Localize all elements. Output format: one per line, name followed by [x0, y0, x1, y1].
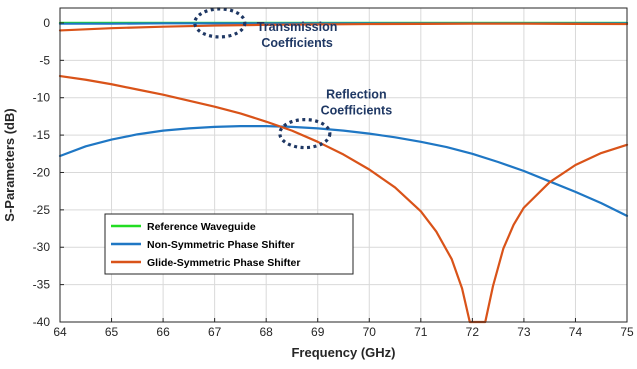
plot-frame: [59, 7, 628, 323]
y-tick-label-3: -15: [33, 128, 51, 142]
y-tick-label-0: 0: [43, 16, 50, 30]
x-tick-label-10: 74: [569, 325, 583, 339]
annotation-circle-0: [193, 7, 247, 39]
y-tick-label-2: -10: [33, 91, 51, 105]
y-tick-label-6: -30: [33, 240, 51, 254]
x-tick-label-4: 68: [260, 325, 274, 339]
legend-label-2: Glide-Symmetric Phase Shifter: [147, 257, 300, 269]
x-axis-label: Frequency (GHz): [291, 345, 395, 360]
x-tick-label-0: 64: [53, 325, 67, 339]
y-tick-label-7: -35: [33, 278, 51, 292]
y-axis-label: S-Parameters (dB): [2, 108, 17, 221]
annotation-layer: Transmission Coefficients Reflection Coeffi…: [193, 7, 393, 150]
annotation-text-0-1: Coefficients: [261, 36, 333, 50]
plot-background: [60, 8, 627, 322]
series-line-5: [58, 74, 629, 324]
x-tick-label-9: 73: [517, 325, 531, 339]
plot-area: Transmission Coefficients Reflection Coeffi…: [58, 7, 629, 324]
series-line-3: [58, 125, 629, 217]
legend-label-0: Reference Waveguide: [147, 221, 256, 233]
series-line-4: [58, 22, 629, 32]
annotation-circle-1: [278, 118, 332, 150]
x-tick-label-1: 65: [105, 325, 119, 339]
annotation-text-1-1: Coefficients: [321, 103, 393, 117]
annotation-text-0-0: Transmission: [257, 20, 338, 34]
legend: Reference Waveguide Non-Symmetric Phase S…: [104, 213, 354, 275]
x-tick-label-2: 66: [156, 325, 170, 339]
x-tick-label-6: 70: [363, 325, 377, 339]
legend-label-1: Non-Symmetric Phase Shifter: [147, 239, 295, 251]
y-tick-label-5: -25: [33, 203, 51, 217]
x-tick-labels: 64 65 66 67 68 69 70 71 72 73 74 75: [53, 318, 634, 339]
series-layer: [58, 21, 629, 324]
x-tick-label-7: 71: [414, 325, 428, 339]
y-tick-labels: 0 -5 -10 -15 -20 -25 -30 -35 -40: [33, 16, 64, 329]
x-tick-label-3: 67: [208, 325, 222, 339]
y-tick-label-8: -40: [33, 315, 51, 329]
y-tick-label-1: -5: [39, 53, 50, 67]
x-tick-label-8: 72: [466, 325, 480, 339]
legend-box: [104, 213, 354, 275]
annotation-text-1-0: Reflection: [326, 87, 386, 101]
x-tick-label-5: 69: [311, 325, 325, 339]
x-tick-label-11: 75: [620, 325, 634, 339]
y-tick-label-4: -20: [33, 165, 51, 179]
